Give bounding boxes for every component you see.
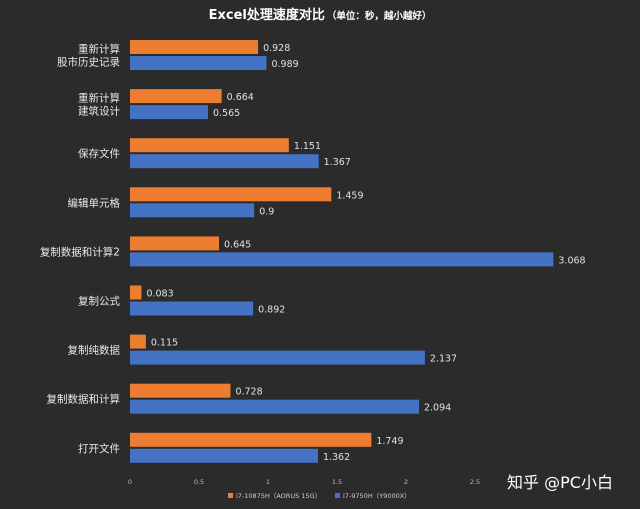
x-tick-label: 2: [404, 478, 408, 486]
category-label: 打开文件: [78, 442, 120, 455]
bar-series2: [130, 154, 319, 169]
x-tick-label: 1.5: [332, 478, 342, 486]
bar-series1: [130, 334, 146, 349]
data-label: 2.137: [430, 354, 457, 365]
bar-series2: [130, 448, 318, 463]
bar-series2: [130, 350, 425, 365]
bar-series1: [130, 138, 289, 153]
x-tick-label: 0: [128, 478, 132, 486]
chart-subtitle: （单位：秒，越小越好）: [327, 10, 432, 22]
bars: [130, 40, 554, 463]
bar-series2: [130, 56, 267, 70]
bar-series1: [130, 187, 332, 202]
category-labels: 重新计算股市历史记录重新计算建筑设计保存文件编辑单元格复制数据和计算2复制公式复…: [40, 43, 121, 455]
data-label: 0.928: [263, 43, 290, 54]
data-label: 0.115: [151, 338, 178, 349]
watermark-text: 知乎 @PC小白: [507, 473, 613, 492]
bar-series2: [130, 105, 208, 120]
data-label: 1.362: [323, 452, 350, 463]
legend-label: i7-9750H（Y9000X）: [343, 492, 411, 500]
category-label: 编辑单元格: [68, 196, 121, 209]
data-label: 0.664: [227, 92, 254, 103]
x-tick-label: 0.5: [194, 478, 204, 486]
bar-series1: [130, 285, 142, 300]
data-label: 2.094: [424, 403, 451, 414]
bar-series1: [130, 40, 259, 54]
data-label: 1.749: [376, 436, 403, 447]
category-label: 复制纯数据: [68, 344, 121, 357]
data-label: 0.083: [146, 289, 173, 300]
data-label: 0.645: [224, 239, 251, 250]
chart-title-main: Excel处理速度对比: [209, 7, 325, 23]
data-label: 1.151: [294, 141, 321, 152]
category-label: 重新计算: [78, 92, 120, 105]
bar-series2: [130, 301, 254, 316]
legend-swatch: [228, 493, 233, 498]
category-label: 建筑设计: [78, 105, 120, 118]
category-label: 保存文件: [78, 147, 120, 160]
category-label: 复制数据和计算: [47, 393, 121, 406]
category-label: 复制公式: [78, 295, 120, 308]
chart-title: Excel处理速度对比 （单位：秒，越小越好）: [209, 7, 432, 23]
data-label: 0.728: [235, 387, 262, 398]
legend: i7-10875H（AORUS 15G） i7-9750H（Y9000X）: [228, 492, 411, 500]
data-label: 0.9: [259, 206, 274, 217]
x-tick-label: 2.5: [470, 478, 480, 486]
category-label: 复制数据和计算2: [40, 245, 120, 258]
legend-label: i7-10875H（AORUS 15G）: [236, 492, 321, 500]
category-label: 股市历史记录: [57, 56, 120, 69]
bar-series1: [130, 89, 222, 104]
category-label: 重新计算: [78, 43, 120, 56]
bar-series1: [130, 236, 220, 251]
bar-series1: [130, 383, 231, 398]
data-label: 1.367: [324, 157, 351, 168]
bar-series2: [130, 252, 554, 267]
x-tick-label: 1: [266, 478, 270, 486]
data-label: 0.892: [258, 305, 285, 316]
legend-swatch: [335, 493, 340, 498]
data-label: 0.565: [213, 108, 240, 119]
data-label: 1.459: [336, 190, 363, 201]
x-axis: 0 0.5 1 1.5 2 2.5: [128, 478, 480, 486]
bar-series2: [130, 203, 255, 218]
data-label: 3.068: [558, 255, 585, 266]
bar-series1: [130, 432, 372, 447]
data-label: 0.989: [271, 59, 298, 70]
bar-series2: [130, 399, 419, 414]
